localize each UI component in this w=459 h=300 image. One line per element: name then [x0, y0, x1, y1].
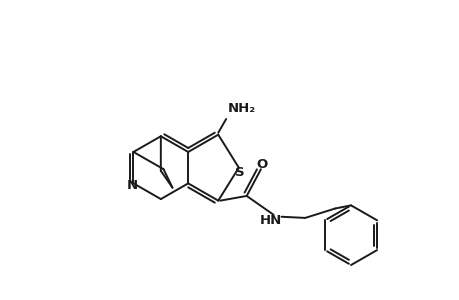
Text: N: N — [127, 179, 138, 192]
Text: S: S — [235, 166, 244, 179]
Text: O: O — [256, 158, 267, 171]
Text: NH₂: NH₂ — [228, 102, 256, 115]
Text: HN: HN — [259, 214, 281, 227]
